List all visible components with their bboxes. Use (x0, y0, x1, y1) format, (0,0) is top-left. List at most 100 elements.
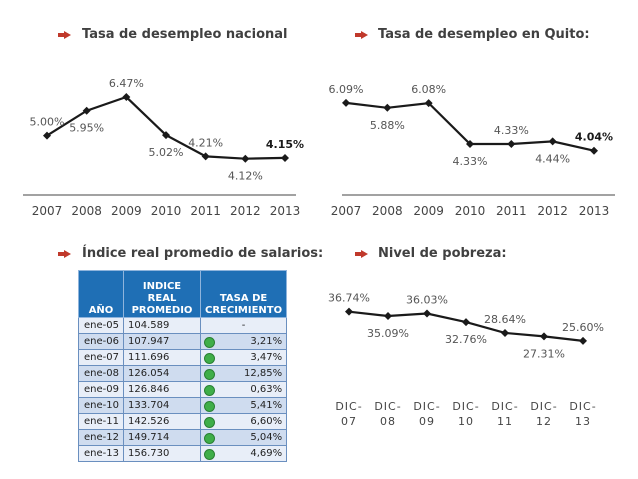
data-label: 5.95% (69, 122, 104, 135)
data-label: 6.47% (109, 77, 144, 90)
data-label: 4.33% (453, 155, 488, 168)
growth-cell: 3,21% (199, 333, 288, 350)
year-cell: ene-08 (78, 365, 124, 382)
green-circle-icon (204, 417, 215, 428)
data-label: 4.04% (575, 131, 613, 144)
year-cell: ene-07 (78, 349, 124, 366)
growth-cell: 12,85% (199, 365, 288, 382)
data-label: 25.60% (562, 321, 604, 334)
green-circle-icon (204, 353, 215, 364)
data-point (281, 153, 289, 162)
growth-value: 5,41% (250, 400, 283, 411)
growth-cell: 4,69% (199, 445, 288, 462)
x-tick-label: 2013 (579, 204, 610, 218)
data-point (82, 106, 91, 115)
year-cell: ene-11 (78, 413, 124, 430)
table-row: ene-06 107.947 3,21% (78, 333, 288, 350)
growth-cell: 5,41% (199, 397, 288, 414)
growth-cell: 0,63% (199, 381, 288, 398)
growth-cell: 5,04% (199, 429, 288, 446)
index-cell: 156.730 (123, 445, 201, 462)
table-row: ene-13 156.730 4,69% (78, 445, 288, 462)
x-tick-label: DIC- (491, 400, 518, 413)
data-point (507, 139, 516, 148)
year-cell: ene-10 (78, 397, 124, 414)
x-tick-label: DIC- (335, 400, 362, 413)
x-tick-label: 2007 (32, 204, 63, 218)
x-tick-label: 2011 (190, 204, 221, 218)
column-header-growth: TASA DE CRECIMIENTO (199, 270, 288, 318)
growth-value: - (241, 320, 246, 331)
x-tick-label: 2012 (230, 204, 261, 218)
green-circle-icon (204, 401, 215, 412)
table-row: ene-11 142.526 6,60% (78, 413, 288, 430)
growth-cell: - (199, 317, 288, 334)
index-cell: 126.054 (123, 365, 201, 382)
growth-cell: 3,47% (199, 349, 288, 366)
x-tick-label: DIC- (413, 400, 440, 413)
x-tick-label: DIC- (452, 400, 479, 413)
index-cell: 149.714 (123, 429, 201, 446)
bullet-icon (355, 250, 368, 258)
x-tick-label: 10 (458, 415, 474, 428)
table-row: ene-10 133.704 5,41% (78, 397, 288, 414)
growth-value: 0,63% (250, 384, 283, 395)
data-label: 4.15% (266, 138, 304, 151)
index-cell: 104.589 (123, 317, 201, 334)
year-cell: ene-13 (78, 445, 124, 462)
data-point (540, 332, 548, 341)
x-tick-label: 12 (536, 415, 552, 428)
index-cell: 126.846 (123, 381, 201, 398)
heading-quito: Tasa de desempleo en Quito: (378, 27, 590, 42)
year-cell: ene-06 (78, 333, 124, 350)
data-label: 6.08% (411, 83, 446, 96)
data-point (345, 307, 353, 316)
x-tick-label: 2009 (111, 204, 142, 218)
bullet-icon (58, 31, 71, 39)
index-cell: 142.526 (123, 413, 201, 430)
chart-pobreza: 36.74% DIC- 07 35.09% DIC- 08 36.03% DIC- 09 32.7… (328, 292, 604, 428)
year-cell: ene-05 (78, 317, 124, 334)
data-label: 4.33% (494, 124, 529, 137)
data-point (162, 131, 170, 140)
data-label: 5.00% (30, 116, 65, 129)
table-row: ene-05 104.589 - (78, 317, 288, 334)
data-point (423, 309, 431, 318)
data-point (579, 336, 587, 345)
chart-nacional: 5.00% 2007 5.95% 2008 6.47% 2009 5.02% 2010 4.21… (23, 77, 304, 218)
growth-value: 4,69% (250, 448, 283, 459)
column-header-index: INDICE REAL PROMEDIO (123, 270, 201, 318)
table-row: ene-12 149.714 5,04% (78, 429, 288, 446)
heading-salarios: Índice real promedio de salarios: (82, 246, 324, 261)
data-point (43, 131, 51, 140)
x-tick-label: 2012 (537, 204, 568, 218)
index-cell: 111.696 (123, 349, 201, 366)
data-point (122, 93, 131, 102)
bullet-icon (58, 250, 71, 258)
x-tick-label: DIC- (530, 400, 557, 413)
data-label: 36.03% (406, 294, 448, 307)
table-row: ene-08 126.054 12,85% (78, 365, 288, 382)
heading-pobreza: Nivel de pobreza: (378, 246, 507, 261)
data-point (241, 154, 250, 163)
x-tick-label: 2008 (372, 204, 403, 218)
data-point (342, 98, 350, 107)
data-label: 4.44% (535, 152, 570, 165)
data-label: 35.09% (367, 327, 409, 340)
data-label: 5.88% (370, 119, 405, 132)
year-cell: ene-09 (78, 381, 124, 398)
x-tick-label: 08 (380, 415, 396, 428)
green-circle-icon (204, 449, 215, 460)
growth-value: 3,21% (250, 336, 283, 347)
x-tick-label: 2007 (331, 204, 362, 218)
data-point (383, 103, 392, 112)
x-tick-label: 2011 (496, 204, 527, 218)
x-tick-label: 07 (341, 415, 357, 428)
x-tick-label: 2010 (151, 204, 182, 218)
growth-value: 3,47% (250, 352, 283, 363)
x-tick-label: DIC- (374, 400, 401, 413)
x-tick-label: 2010 (455, 204, 486, 218)
data-label: 27.31% (523, 347, 565, 360)
column-header-year: AÑO (78, 270, 124, 318)
data-label: 5.02% (149, 146, 184, 159)
